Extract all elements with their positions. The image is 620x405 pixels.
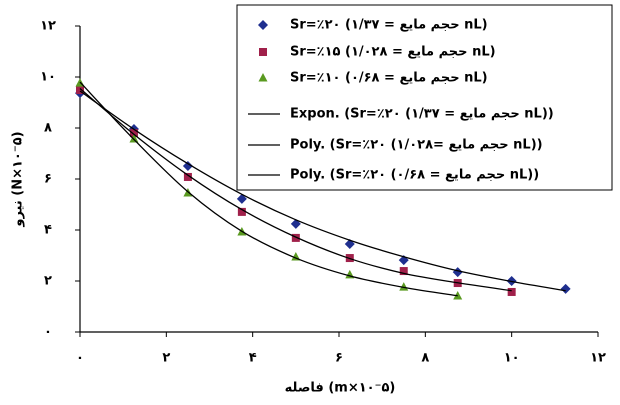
y-tick-label: ۴ <box>44 223 52 238</box>
y-tick-label: ۱۲ <box>40 19 56 34</box>
x-tick-label: ۲ <box>162 351 170 366</box>
marker <box>236 193 247 204</box>
x-tick-label: ۱۲ <box>590 351 606 366</box>
legend-marker <box>258 20 268 30</box>
y-tick-label: ۲ <box>44 274 52 289</box>
y-tick-label: ۸ <box>44 121 52 136</box>
legend-label: Poly. (Sr=٪۲۰ (حجم مایع =۱/۰۲۸ nL)) <box>290 138 543 153</box>
marker <box>291 233 300 242</box>
trend-line <box>79 87 512 292</box>
y-tick-label: ۱۰ <box>40 70 56 85</box>
x-tick-label: ۱۰ <box>504 351 520 366</box>
marker <box>182 160 193 171</box>
legend-marker <box>259 48 267 56</box>
marker <box>76 86 84 95</box>
legend-label: Sr=٪۱۵ (حجم مایع = ۱/۰۲۸ nL) <box>290 45 496 60</box>
legend-label: Expon. (Sr=٪۲۰ (حجم مایع = ۱/۳۷ nL)) <box>290 107 554 122</box>
x-tick-label: ۴ <box>249 351 257 366</box>
marker <box>507 287 516 296</box>
legend-box <box>236 4 613 191</box>
trend-line <box>79 81 458 297</box>
marker <box>560 283 571 294</box>
marker <box>399 282 409 291</box>
marker <box>399 267 408 276</box>
x-tick-label: ۰ <box>76 351 84 366</box>
legend-marker <box>258 73 268 82</box>
legend-label: Poly. (Sr=٪۲۰ (حجم مایع = ۰/۶۸ nL)) <box>290 168 539 183</box>
marker <box>237 207 246 216</box>
y-tick-label: ۶ <box>44 172 52 187</box>
y-tick-label: ۰ <box>44 325 52 340</box>
x-tick-label: ۶ <box>335 351 343 366</box>
marker <box>129 129 138 138</box>
x-axis-label: فاصله (m×۱۰⁻۵) <box>285 381 396 396</box>
trend-line <box>79 90 566 292</box>
x-tick-label: ۸ <box>421 351 429 366</box>
legend-label: Sr=٪۲۰ (حجم مایع = ۱/۳۷ nL) <box>290 18 488 33</box>
marker <box>183 172 192 181</box>
marker <box>129 133 139 143</box>
legend-label: Sr=٪۱۰ (حجم مایع = ۰/۶۸ nL) <box>290 71 488 86</box>
y-axis-label: نیرو (N×۱۰⁻۵) <box>11 131 26 227</box>
